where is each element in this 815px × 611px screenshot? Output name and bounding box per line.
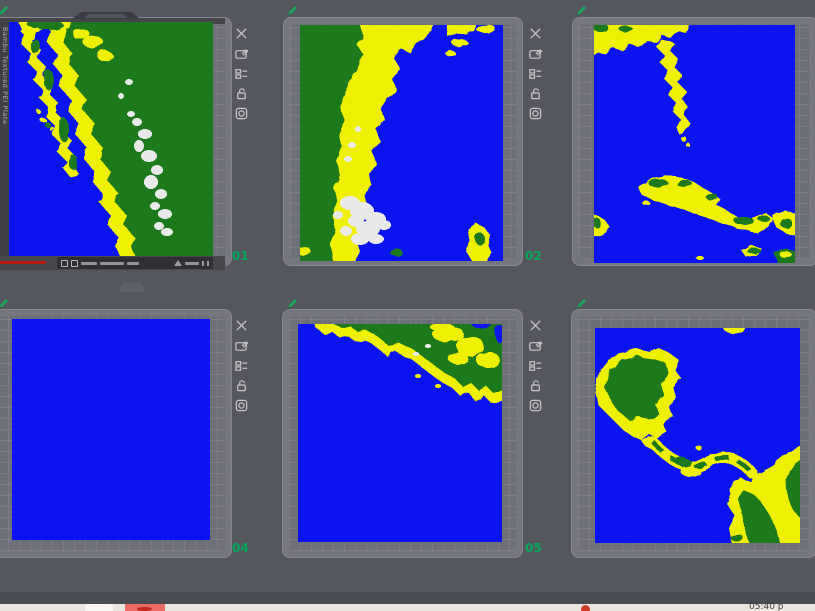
plate-side-text: Bambu Textured PEI Plate <box>1 27 9 125</box>
plate-2-toolbar <box>527 25 545 122</box>
plate-label-qr-icon <box>71 259 78 267</box>
model-map-florida-cuba[interactable] <box>594 25 795 263</box>
close-icon[interactable] <box>233 25 250 42</box>
plate-4-number: 04 <box>232 541 249 555</box>
plate-settings-icon[interactable] <box>233 65 250 82</box>
plate-4-handle <box>118 283 146 292</box>
close-icon[interactable] <box>233 317 250 334</box>
plate-label-icon[interactable] <box>233 105 250 122</box>
plate-label-text-mark <box>81 261 97 265</box>
plate-settings-icon[interactable] <box>233 357 250 374</box>
plate-1-toolbar <box>233 25 251 122</box>
edit-plate-icon[interactable] <box>527 45 544 62</box>
plate-settings-icon[interactable] <box>527 357 544 374</box>
plate-label-logo-icon <box>61 259 68 267</box>
plate-settings-icon[interactable] <box>527 65 544 82</box>
plate-2-name-edit-icon[interactable] <box>287 1 298 12</box>
plate-1-handle-notch <box>84 14 128 18</box>
window-bottom-bar <box>0 592 815 604</box>
model-map-gulf-coast[interactable] <box>300 25 503 261</box>
plate-1-left-rim: Bambu Textured PEI Plate <box>0 23 9 256</box>
plate-5-toolbar <box>527 317 545 414</box>
plate-1-front-label <box>57 257 213 269</box>
lock-icon[interactable] <box>233 85 250 102</box>
plate-label-icon[interactable] <box>233 397 250 414</box>
edit-plate-icon[interactable] <box>233 337 250 354</box>
plate-1-name-edit-icon[interactable] <box>0 1 9 12</box>
plate-label-icon[interactable] <box>527 105 544 122</box>
taskbar-app-icon <box>137 607 152 611</box>
lock-icon[interactable] <box>527 85 544 102</box>
taskbar-app-button[interactable] <box>85 604 113 611</box>
plate-1-top-rim <box>0 18 225 24</box>
plate-label-text-mark <box>185 261 199 265</box>
taskbar-notification-icon[interactable] <box>581 605 590 611</box>
plate-label-text-mark <box>100 261 124 265</box>
plate-3-name-edit-icon[interactable] <box>576 1 587 12</box>
model-map-open-ocean[interactable] <box>12 319 210 540</box>
taskbar-active-app-button[interactable] <box>125 604 165 611</box>
plate-1-red-edge-line <box>0 261 46 264</box>
plate-5-number: 05 <box>525 541 542 555</box>
plate-4-name-edit-icon[interactable] <box>0 294 9 305</box>
lock-icon[interactable] <box>233 377 250 394</box>
plate-5-name-edit-icon[interactable] <box>287 294 298 305</box>
plate-6-name-edit-icon[interactable] <box>576 294 587 305</box>
plate-4-toolbar <box>233 317 251 414</box>
plate-label-icon[interactable] <box>527 397 544 414</box>
model-map-baja-california[interactable] <box>9 22 213 257</box>
plate-1-number: 01 <box>232 249 249 263</box>
lock-icon[interactable] <box>527 377 544 394</box>
plate-label-mark <box>207 260 209 266</box>
os-taskbar <box>0 604 815 611</box>
edit-plate-icon[interactable] <box>527 337 544 354</box>
plate-label-mark <box>202 260 204 266</box>
close-icon[interactable] <box>527 317 544 334</box>
plate-label-text-mark <box>127 261 139 265</box>
model-map-southern-mexico[interactable] <box>298 324 502 542</box>
close-icon[interactable] <box>527 25 544 42</box>
taskbar-clock[interactable]: 05:40 p <box>749 602 784 611</box>
plate-2-number: 02 <box>525 249 542 263</box>
edit-plate-icon[interactable] <box>233 45 250 62</box>
model-map-central-america[interactable] <box>595 328 800 543</box>
plate-label-warning-icon <box>174 260 182 266</box>
